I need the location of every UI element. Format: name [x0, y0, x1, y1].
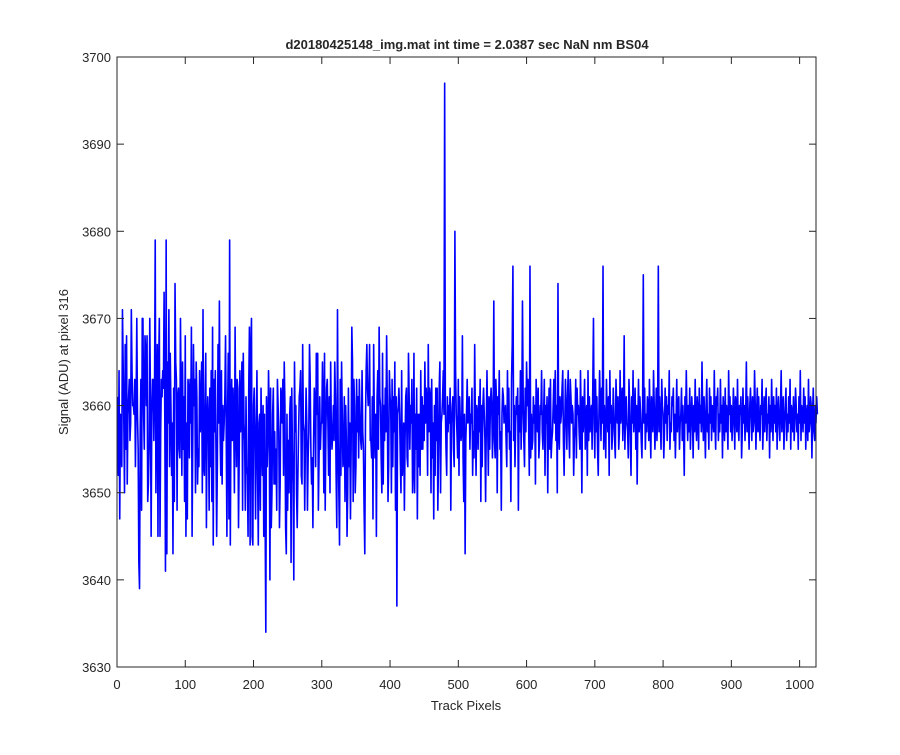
plot-frame — [116, 56, 817, 668]
y-tick-label: 3640 — [82, 573, 111, 588]
x-tick-label: 0 — [113, 677, 120, 692]
y-tick-label: 3670 — [82, 311, 111, 326]
axis-ticks: 0 100 200 300 400 500 600 700 800 900 1000 3630 3640… — [82, 50, 816, 692]
y-tick-label: 3650 — [82, 486, 111, 501]
y-tick-label: 3690 — [82, 137, 111, 152]
y-tick-label: 3660 — [82, 399, 111, 414]
y-tick-label: 3700 — [82, 50, 111, 65]
x-tick-label: 500 — [447, 677, 469, 692]
x-tick-label: 600 — [516, 677, 538, 692]
series-line — [116, 82, 819, 633]
plot-area — [117, 57, 816, 667]
x-tick-label: 400 — [379, 677, 401, 692]
x-tick-label: 100 — [174, 677, 196, 692]
x-tick-label: 800 — [652, 677, 674, 692]
y-tick-label: 3680 — [82, 224, 111, 239]
y-tick-label: 3630 — [82, 660, 111, 675]
x-tick-label: 1000 — [785, 677, 814, 692]
y-axis-label: Signal (ADU) at pixel 316 — [56, 289, 71, 435]
x-tick-label: 700 — [584, 677, 606, 692]
x-tick-label: 900 — [721, 677, 743, 692]
x-axis-label: Track Pixels — [431, 698, 502, 713]
x-tick-label: 300 — [311, 677, 333, 692]
x-tick-label: 200 — [243, 677, 265, 692]
chart-title: d20180425148_img.mat int time = 2.0387 s… — [285, 37, 649, 52]
